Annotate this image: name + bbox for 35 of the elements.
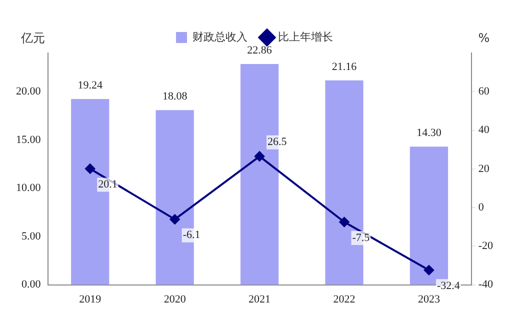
point <box>424 265 434 276</box>
y2-axis-title: % <box>478 31 490 46</box>
data-label: 14.30 <box>416 127 442 140</box>
y2-tick-label: 60 <box>478 86 490 98</box>
x-tick-label: 2021 <box>248 293 271 306</box>
point <box>254 151 265 162</box>
legend-label: 财政总收入 <box>192 30 248 44</box>
point <box>170 214 180 224</box>
data-label: -32.4 <box>436 280 460 292</box>
legend-label: 比上年增长 <box>278 30 333 44</box>
data-label: 18.08 <box>162 90 188 103</box>
data-label: -7.5 <box>352 232 370 244</box>
data-label: 26.5 <box>268 136 288 148</box>
x-tick-label: 2023 <box>418 293 440 306</box>
x-tick-label: 2020 <box>164 293 186 306</box>
x-tick-label: 2019 <box>79 293 102 306</box>
y2-tick-label: 0 <box>478 201 484 214</box>
y2-tick-label: -40 <box>478 278 494 291</box>
data-label: -6.1 <box>182 229 200 242</box>
data-label: 21.16 <box>332 60 358 73</box>
y2-tick-label: 20 <box>478 162 490 175</box>
y2-tick-label: -20 <box>478 240 494 252</box>
y-tick-label: 20.00 <box>16 86 42 98</box>
data-label: 22.86 <box>247 44 272 56</box>
y-tick-label: 15.00 <box>16 134 42 146</box>
point <box>85 164 96 174</box>
y-tick-label: 5.00 <box>22 230 42 242</box>
y-tick-label: 0.00 <box>22 278 42 291</box>
x-tick-label: 2022 <box>333 293 356 306</box>
data-label: 20.1 <box>98 178 118 191</box>
data-label: 19.24 <box>78 79 103 92</box>
y-tick-label: 10.00 <box>16 182 42 194</box>
y2-tick-label: 40 <box>478 124 490 136</box>
point <box>339 217 350 228</box>
y-axis-title: 亿元 <box>20 31 45 46</box>
